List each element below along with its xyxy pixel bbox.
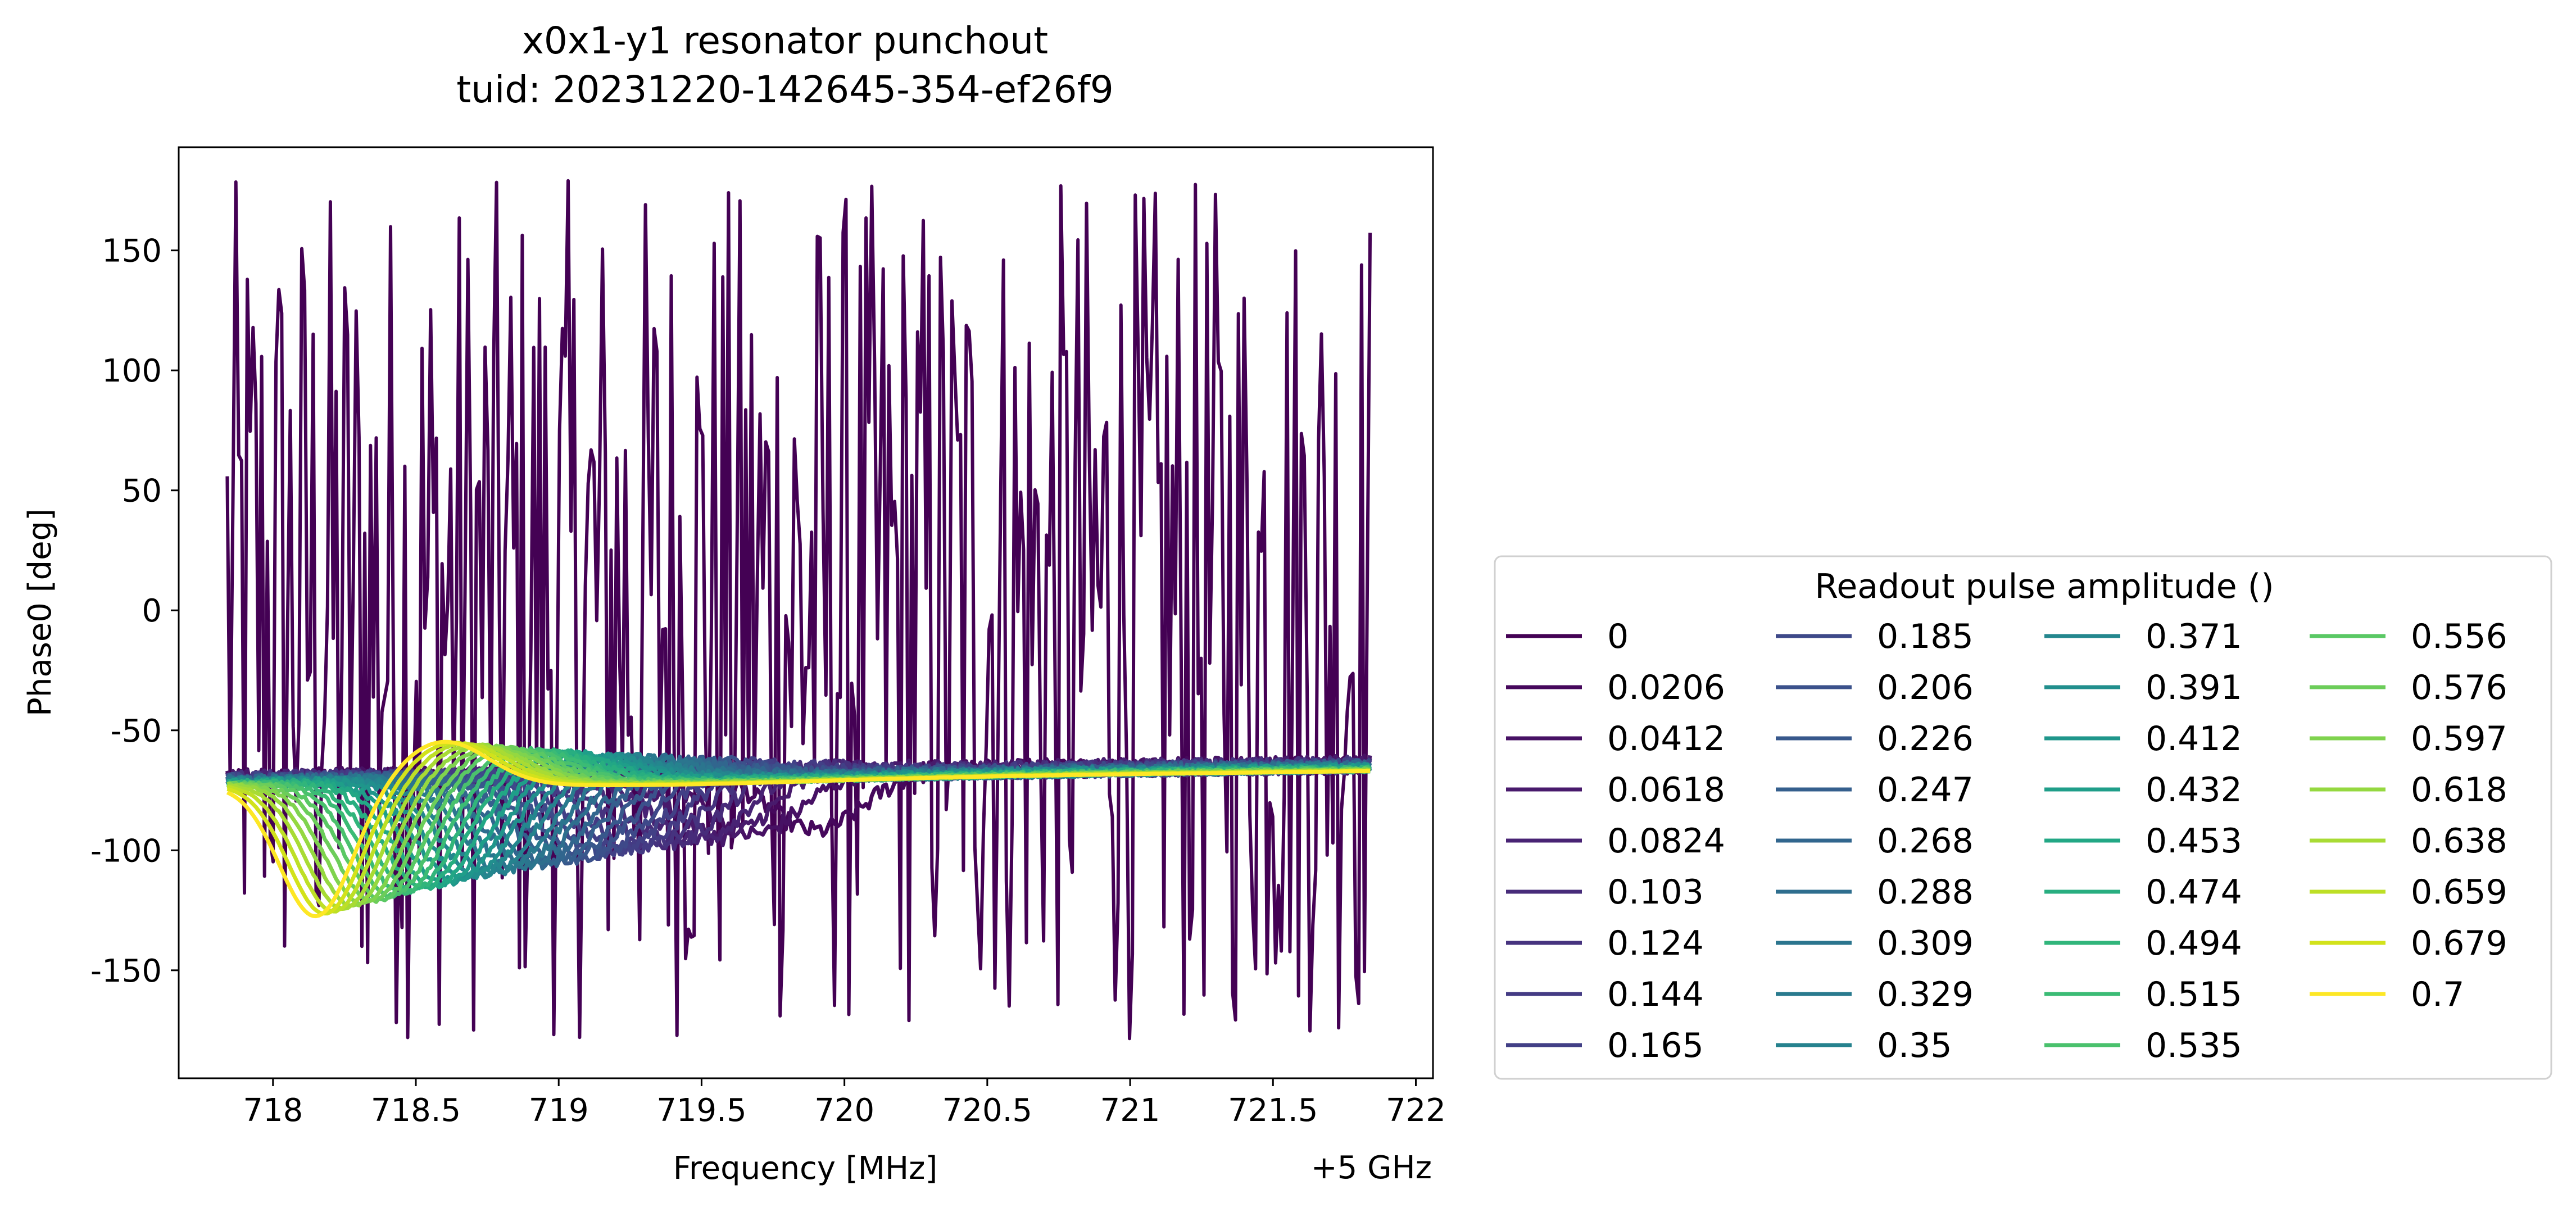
- y-tick-label: 0: [142, 593, 162, 629]
- y-tick-label: -150: [90, 953, 162, 989]
- x-tick-label: 722: [1386, 1092, 1446, 1129]
- legend-label: 0.515: [2146, 975, 2242, 1014]
- legend-label: 0.165: [1607, 1026, 1704, 1065]
- legend-label: 0.35: [1877, 1026, 1952, 1065]
- series-lines: [225, 179, 1372, 1041]
- legend-label: 0.268: [1877, 821, 1974, 861]
- legend-label: 0.329: [1877, 975, 1974, 1014]
- legend-label: 0.679: [2411, 924, 2507, 963]
- legend-label: 0.535: [2146, 1026, 2242, 1065]
- x-axis-ticks: 718 718.5 719 719.5 720 720.5 721 721.5 722: [243, 1078, 1446, 1129]
- legend-label: 0.247: [1877, 770, 1974, 810]
- legend-label: 0.309: [1877, 924, 1974, 963]
- plot-area-frame: [178, 146, 1434, 1079]
- legend-label: 0.618: [2411, 770, 2507, 810]
- series-line-0: [225, 179, 1372, 1041]
- legend-label: 0.124: [1607, 924, 1704, 963]
- legend-label: 0.0412: [1607, 719, 1725, 759]
- x-tick-label: 721: [1100, 1092, 1160, 1129]
- series-line-0.7: [226, 739, 1371, 919]
- legend-label: 0.638: [2411, 821, 2507, 861]
- legend-label: 0.0618: [1607, 770, 1725, 810]
- x-tick-label: 719: [529, 1092, 589, 1129]
- y-tick-label: 150: [102, 233, 162, 270]
- y-axis-label: Phase0 [deg]: [22, 509, 58, 716]
- x-tick-label: 719.5: [656, 1092, 746, 1129]
- legend-label: 0.0824: [1607, 821, 1725, 861]
- legend-label: 0.494: [2146, 924, 2242, 963]
- legend-label: 0.597: [2411, 719, 2507, 759]
- legend-label: 0: [1607, 617, 1629, 656]
- chart-title-line2: tuid: 20231220-142645-354-ef26f9: [456, 68, 1114, 111]
- y-tick-label: -100: [90, 833, 162, 869]
- legend-label: 0.103: [1607, 873, 1704, 912]
- x-offset-label: +5 GHz: [1311, 1150, 1432, 1186]
- legend-label: 0.7: [2411, 975, 2464, 1014]
- x-tick-label: 718: [243, 1092, 303, 1129]
- legend-label: 0.474: [2146, 873, 2242, 912]
- legend-frame: [1494, 555, 2552, 1080]
- legend-label: 0.432: [2146, 770, 2242, 810]
- legend-entries: 0 0.0206 0.0412 0.0618 0.0824 0.103 0.124 0.144…: [1506, 617, 2507, 1065]
- legend-label: 0.453: [2146, 821, 2242, 861]
- x-tick-label: 720.5: [942, 1092, 1032, 1129]
- legend-label: 0.226: [1877, 719, 1974, 759]
- legend-label: 0.391: [2146, 668, 2242, 707]
- y-tick-label: 50: [122, 473, 162, 510]
- legend-label: 0.576: [2411, 668, 2507, 707]
- x-tick-label: 718.5: [371, 1092, 461, 1129]
- legend-label: 0.371: [2146, 617, 2242, 656]
- y-axis-ticks: 150 100 50 0 -50 -100 -150: [90, 233, 179, 989]
- x-tick-label: 721.5: [1228, 1092, 1318, 1129]
- legend-label: 0.412: [2146, 719, 2242, 759]
- legend-label: 0.288: [1877, 873, 1974, 912]
- chart-title-line1: x0x1-y1 resonator punchout: [522, 19, 1048, 62]
- y-tick-label: -50: [111, 713, 162, 750]
- legend-label: 0.556: [2411, 617, 2507, 656]
- y-tick-label: 100: [102, 353, 162, 389]
- legend-label: 0.659: [2411, 873, 2507, 912]
- legend-label: 0.0206: [1607, 668, 1725, 707]
- legend-label: 0.144: [1607, 975, 1704, 1014]
- legend-title: Readout pulse amplitude (): [1815, 567, 2274, 606]
- x-tick-label: 720: [814, 1092, 874, 1129]
- legend: Readout pulse amplitude () 0 0.0206 0.0412…: [1494, 555, 2552, 1080]
- x-axis-label: Frequency [MHz]: [673, 1150, 938, 1187]
- legend-label: 0.185: [1877, 617, 1974, 656]
- legend-label: 0.206: [1877, 668, 1974, 707]
